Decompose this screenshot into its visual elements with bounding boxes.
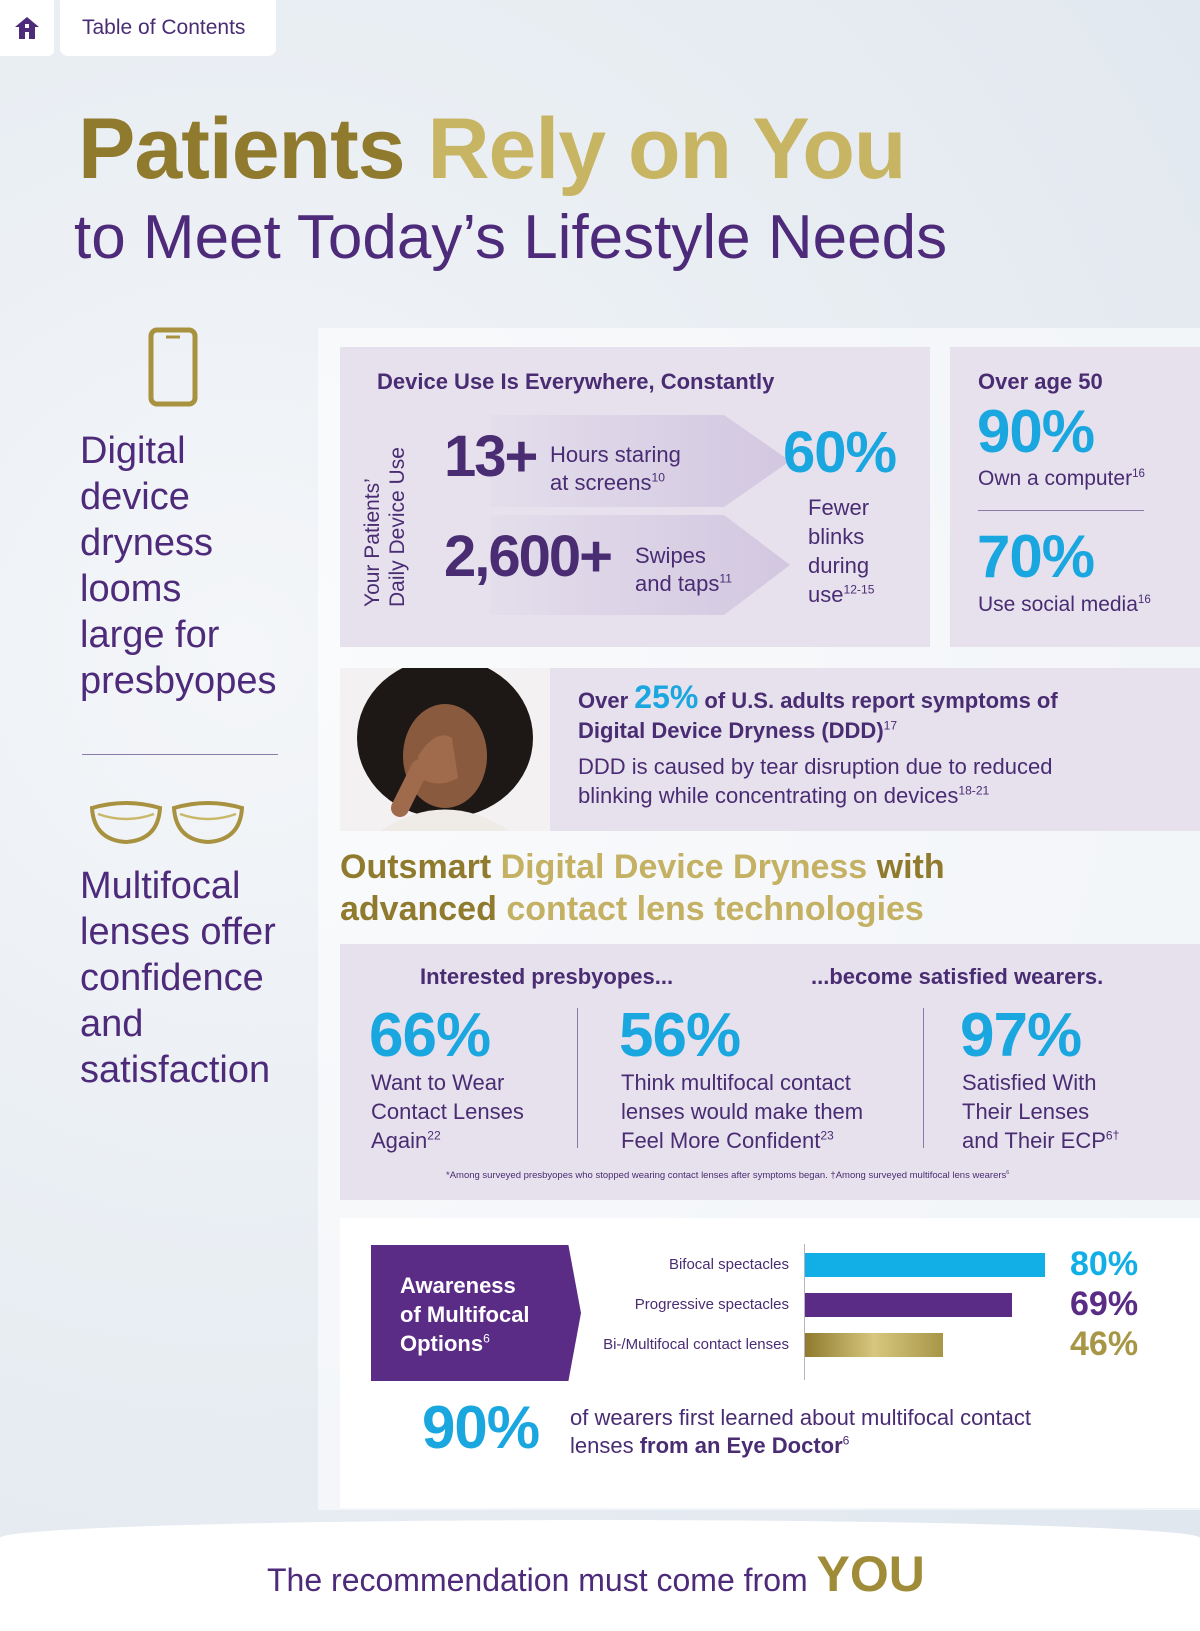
computer-value: 90% (977, 398, 1095, 465)
ddd-body: DDD is caused by tear disruption due to … (578, 754, 1053, 808)
chart-axis (804, 1244, 805, 1380)
smartphone-icon (148, 327, 198, 407)
want-to-wear-value: 66% (369, 1001, 491, 1070)
dryness-statement: Digital device dryness looms large for p… (80, 430, 277, 702)
satisfied-heading: ...become satisfied wearers. (811, 964, 1104, 989)
awareness-card: Awareness of Multifocal Options6 Bifocal… (340, 1218, 1200, 1508)
over-50-divider (978, 510, 1144, 511)
daily-device-use-label: Your Patients’ Daily Device Use (361, 447, 409, 607)
want-to-wear-text: Want to Wear Contact Lenses Again22 (371, 1070, 524, 1153)
multifocal-statement: Multifocal lenses offer confidence and s… (80, 865, 276, 1091)
more-confident-value: 56% (619, 1001, 741, 1070)
bar-label: Bi-/Multifocal contact lenses (603, 1336, 789, 1353)
stat-divider-2 (923, 1008, 924, 1148)
hours-value: 13+ (444, 424, 538, 489)
footer-band (0, 1520, 1200, 1631)
device-use-card: Device Use Is Everywhere, Constantly You… (340, 347, 930, 647)
contact-lenses-icon (89, 801, 245, 845)
eye-doctor-value: 90% (422, 1394, 540, 1461)
over-50-heading: Over age 50 (978, 369, 1103, 394)
bar-label: Bifocal spectacles (668, 1256, 789, 1273)
social-media-value: 70% (977, 523, 1095, 590)
over-age-50-card: Over age 50 90% Own a computer16 70% Use… (950, 347, 1200, 647)
presbyopes-footnote: *Among surveyed presbyopes who stopped w… (446, 1169, 1010, 1181)
stat-divider-1 (577, 1008, 578, 1148)
swipes-value: 2,600+ (444, 524, 613, 589)
awareness-badge-text: Awareness of Multifocal Options6 (400, 1273, 530, 1356)
home-button[interactable] (0, 0, 54, 56)
page-title: Patients Rely on You (78, 101, 906, 197)
toc-label: Table of Contents (82, 16, 246, 39)
ddd-card: Over 25% of U.S. adults report symptoms … (340, 668, 1200, 831)
bar-label: Progressive spectacles (634, 1296, 789, 1313)
satisfied-value: 97% (960, 1001, 1082, 1070)
page-subtitle: to Meet Today’s Lifestyle Needs (74, 203, 948, 272)
woman-rubbing-eyes-photo (340, 668, 550, 831)
table-of-contents-button[interactable]: Table of Contents (60, 0, 276, 56)
computer-text: Own a computer16 (978, 467, 1145, 490)
left-divider (82, 754, 278, 755)
bar (805, 1333, 943, 1357)
swipes-arrow (490, 515, 790, 615)
social-media-text: Use social media16 (978, 593, 1151, 616)
bar-value: 80% (1070, 1245, 1139, 1283)
more-confident-text: Think multifocal contact lenses would ma… (621, 1070, 864, 1153)
bar-value: 46% (1070, 1325, 1139, 1363)
swipes-text: Swipes and taps11 (635, 543, 732, 596)
interested-heading: Interested presbyopes... (420, 964, 674, 989)
ddd-lead: Over 25% of U.S. adults report symptoms … (578, 679, 1058, 743)
bar-value: 69% (1070, 1285, 1139, 1323)
fewer-blinks-value: 60% (783, 420, 897, 485)
satisfied-text: Satisfied With Their Lenses and Their EC… (962, 1070, 1120, 1153)
bar (805, 1253, 1045, 1277)
bar (805, 1293, 1012, 1317)
device-use-heading: Device Use Is Everywhere, Constantly (377, 369, 775, 394)
hours-arrow (490, 415, 790, 507)
fewer-blinks-text: Fewer blinks during use12-15 (808, 495, 875, 607)
outsmart-heading: Outsmart Digital Device Dryness with adv… (340, 848, 945, 928)
awareness-badge: Awareness of Multifocal Options6 (371, 1245, 581, 1381)
footer-tagline: The recommendation must come from YOU (267, 1546, 925, 1602)
home-icon (15, 17, 39, 39)
hours-text: Hours staring at screens10 (550, 442, 681, 495)
presbyopes-card: Interested presbyopes... ...become satis… (340, 944, 1200, 1200)
eye-doctor-text: of wearers first learned about multifoca… (570, 1405, 1032, 1458)
